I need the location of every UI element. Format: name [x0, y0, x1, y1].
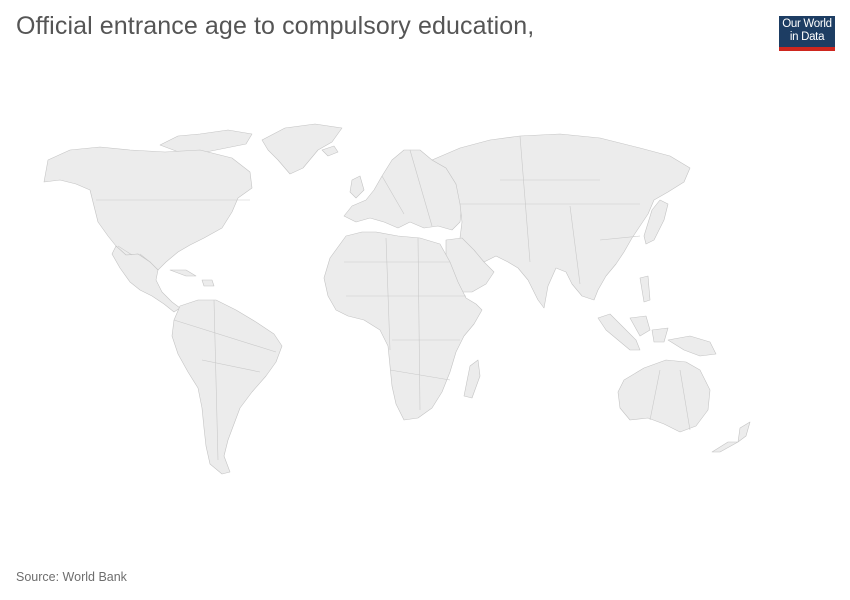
owid-logo[interactable]: Our World in Data: [779, 16, 835, 51]
region-africa[interactable]: [323, 231, 483, 421]
region-arctic-islands[interactable]: [159, 129, 253, 155]
region-madagascar[interactable]: [463, 359, 481, 399]
logo-accent-bar: [779, 47, 835, 51]
region-south-america[interactable]: [171, 299, 283, 475]
region-iceland[interactable]: [321, 145, 339, 157]
source-note: Source: World Bank: [16, 570, 127, 584]
region-north-america[interactable]: [43, 146, 253, 271]
region-australia[interactable]: [617, 359, 711, 433]
region-japan[interactable]: [643, 199, 669, 245]
region-greenland[interactable]: [261, 123, 343, 175]
region-british-isles[interactable]: [349, 175, 365, 199]
region-southeast-asia[interactable]: [597, 275, 717, 357]
logo-line-1: Our World: [782, 18, 832, 30]
chart-title: Official entrance age to compulsory educ…: [16, 12, 535, 40]
region-caribbean[interactable]: [169, 269, 215, 287]
logo-line-2: in Data: [789, 31, 825, 43]
region-new-zealand[interactable]: [711, 421, 751, 453]
